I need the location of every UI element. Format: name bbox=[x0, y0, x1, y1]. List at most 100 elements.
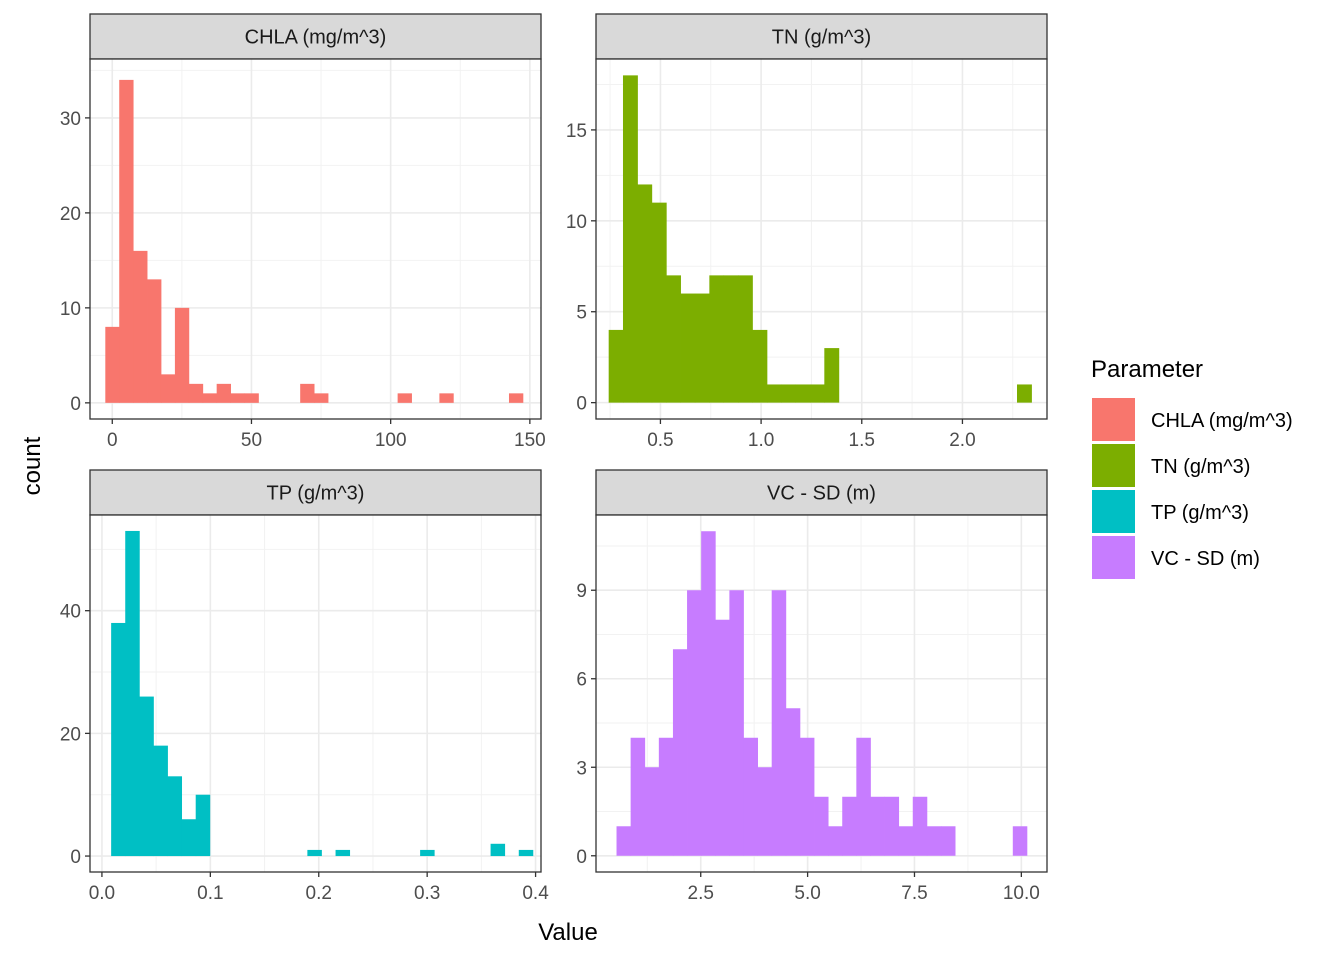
panel-border bbox=[595, 514, 1048, 873]
facet-strip bbox=[595, 13, 1048, 60]
grid-lines bbox=[90, 59, 541, 419]
histogram-bar bbox=[828, 826, 843, 856]
y-tick-label: 6 bbox=[576, 670, 587, 691]
histogram-bar bbox=[307, 849, 322, 857]
facet-title: TP (g/m^3) bbox=[267, 483, 365, 505]
histogram-bar bbox=[651, 202, 667, 403]
facet-tn-g-m-3: TN (g/m^3) 0 5 10 15 0.5 1.0 1.5 2.0 bbox=[566, 13, 1048, 451]
histogram-bar bbox=[622, 75, 638, 403]
x-tick-label: 10.0 bbox=[1003, 883, 1040, 904]
y-tick-label: 5 bbox=[576, 303, 587, 324]
legend-key bbox=[1092, 444, 1135, 487]
histogram-bars bbox=[105, 79, 524, 403]
facet-title: CHLA (mg/m^3) bbox=[245, 27, 387, 49]
histogram-bar bbox=[694, 293, 710, 403]
histogram-bar bbox=[637, 184, 653, 403]
histogram-bars bbox=[111, 530, 534, 857]
y-tick-label: 20 bbox=[60, 204, 81, 225]
x-tick-label: 50 bbox=[241, 430, 262, 451]
histogram-bar bbox=[757, 767, 773, 856]
histogram-bar bbox=[814, 796, 829, 856]
legend-label: VC - SD (m) bbox=[1151, 548, 1260, 570]
histogram-bar bbox=[181, 819, 197, 857]
histogram-bar bbox=[666, 275, 681, 403]
legend-label: CHLA (mg/m^3) bbox=[1151, 410, 1293, 432]
histogram-bar bbox=[680, 293, 696, 403]
histogram-bar bbox=[174, 307, 190, 403]
histogram-bar bbox=[216, 383, 231, 403]
histogram-bar bbox=[202, 393, 218, 403]
facet-title: VC - SD (m) bbox=[767, 483, 876, 505]
histogram-bar bbox=[1017, 384, 1032, 403]
legend-key bbox=[1092, 490, 1135, 533]
y-tick-label: 0 bbox=[576, 847, 587, 868]
facet-vc-sd-m: VC - SD (m) 0 3 6 9 2.5 5.0 7.5 10.0 bbox=[576, 469, 1048, 904]
histogram-bar bbox=[244, 393, 259, 403]
facet-tp-g-m-3: TP (g/m^3) 0 20 40 0.0 0.1 0.2 0.3 0.4 bbox=[60, 469, 549, 904]
histogram-bar bbox=[752, 329, 768, 403]
panel-border bbox=[89, 514, 542, 873]
facet-chla-mg-m-3: CHLA (mg/m^3) 0 10 20 30 0 50 100 150 bbox=[60, 13, 546, 451]
histogram-bar bbox=[490, 843, 506, 857]
histogram-bar bbox=[119, 79, 134, 403]
x-tick-label: 2.5 bbox=[688, 883, 714, 904]
legend-key bbox=[1092, 398, 1135, 441]
facet-title: TN (g/m^3) bbox=[772, 27, 871, 49]
histogram-bar bbox=[738, 275, 753, 403]
histogram-bar bbox=[884, 796, 900, 856]
x-tick-label: 1.0 bbox=[748, 430, 774, 451]
histogram-bar bbox=[781, 384, 796, 403]
histogram-bar bbox=[630, 737, 646, 856]
histogram-bar bbox=[616, 826, 632, 856]
legend-item-tn-g-m-3: TN (g/m^3) bbox=[1092, 444, 1250, 487]
grid-lines bbox=[90, 515, 541, 872]
legend-key bbox=[1092, 536, 1135, 579]
y-tick-label: 0 bbox=[70, 847, 81, 868]
x-tick-label: 0.0 bbox=[89, 883, 115, 904]
y-axis-title: count bbox=[19, 436, 46, 495]
histogram-bar bbox=[314, 393, 329, 403]
histogram-bar bbox=[771, 590, 787, 856]
histogram-bar bbox=[940, 826, 956, 856]
histogram-bar bbox=[715, 619, 730, 856]
histogram-bar bbox=[420, 849, 435, 857]
panel-background bbox=[90, 59, 541, 419]
histogram-bar bbox=[608, 329, 624, 403]
histogram-bar bbox=[672, 649, 688, 856]
x-tick-label: 7.5 bbox=[901, 883, 927, 904]
histogram-bar bbox=[870, 796, 885, 856]
x-tick-label: 0.5 bbox=[647, 430, 673, 451]
y-tick-label: 20 bbox=[60, 724, 81, 745]
histogram-bar bbox=[856, 737, 871, 856]
histogram-bar bbox=[105, 326, 120, 403]
histogram-bar bbox=[133, 250, 148, 403]
histogram-bar bbox=[912, 796, 928, 856]
histogram-bar bbox=[1012, 826, 1028, 856]
histogram-bar bbox=[799, 737, 815, 856]
legend-label: TP (g/m^3) bbox=[1151, 502, 1249, 524]
histogram-bar bbox=[167, 776, 183, 857]
histogram-bar bbox=[687, 590, 702, 856]
histogram-bar bbox=[160, 374, 176, 403]
x-tick-label: 0 bbox=[107, 430, 118, 451]
x-tick-label: 1.5 bbox=[849, 430, 875, 451]
y-tick-label: 30 bbox=[60, 109, 81, 130]
histogram-bar bbox=[139, 696, 154, 857]
histogram-bar bbox=[111, 622, 126, 857]
y-tick-label: 0 bbox=[576, 394, 587, 415]
y-tick-label: 9 bbox=[576, 581, 587, 602]
x-tick-label: 0.3 bbox=[414, 883, 440, 904]
histogram-bar bbox=[810, 384, 825, 403]
y-tick-label: 3 bbox=[576, 758, 587, 779]
histogram-bar bbox=[795, 384, 811, 403]
histogram-bars bbox=[608, 75, 1032, 403]
y-tick-label: 10 bbox=[566, 212, 587, 233]
histogram-bar bbox=[743, 737, 758, 856]
x-axis-title: Value bbox=[538, 919, 598, 946]
histogram-bar bbox=[926, 826, 942, 856]
x-tick-label: 150 bbox=[514, 430, 546, 451]
panel-border bbox=[595, 58, 1048, 420]
histogram-bar bbox=[153, 745, 168, 857]
histogram-bar bbox=[824, 348, 840, 403]
